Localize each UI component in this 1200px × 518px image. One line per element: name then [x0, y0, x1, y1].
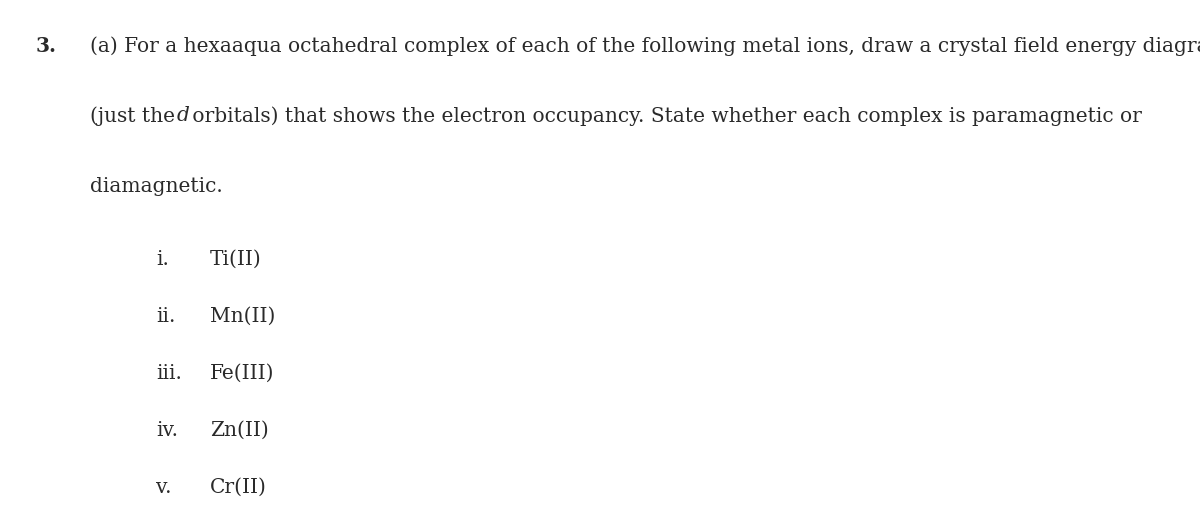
Text: Fe(III): Fe(III) — [210, 364, 275, 383]
Text: (just the: (just the — [90, 106, 181, 126]
Text: iv.: iv. — [156, 421, 178, 440]
Text: Cr(II): Cr(II) — [210, 478, 266, 497]
Text: 3.: 3. — [36, 36, 58, 56]
Text: i.: i. — [156, 250, 169, 269]
Text: d: d — [178, 106, 190, 125]
Text: (a) For a hexaaqua octahedral complex of each of the following metal ions, draw : (a) For a hexaaqua octahedral complex of… — [90, 36, 1200, 56]
Text: Zn(II): Zn(II) — [210, 421, 269, 440]
Text: iii.: iii. — [156, 364, 182, 383]
Text: Ti(II): Ti(II) — [210, 250, 262, 269]
Text: diamagnetic.: diamagnetic. — [90, 177, 223, 196]
Text: ii.: ii. — [156, 307, 175, 326]
Text: orbitals) that shows the electron occupancy. State whether each complex is param: orbitals) that shows the electron occupa… — [186, 106, 1141, 126]
Text: Mn(II): Mn(II) — [210, 307, 275, 326]
Text: v.: v. — [156, 478, 172, 497]
